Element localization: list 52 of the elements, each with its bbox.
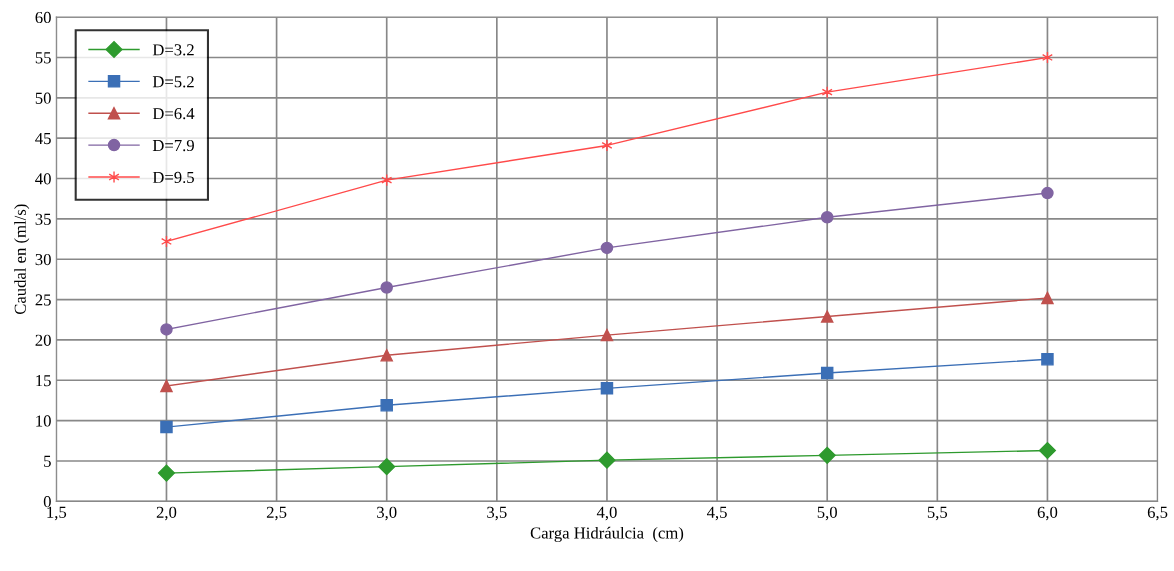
- point: [160, 420, 173, 434]
- point: [380, 399, 393, 412]
- y-tick-label: 50: [35, 92, 51, 104]
- x-axis-title: Carga Hidráulcia (cm): [530, 526, 684, 543]
- x-tick-label: 6,0: [1037, 506, 1058, 521]
- legend-label: D=7.9: [152, 139, 194, 152]
- x-tick-label: 2,5: [266, 506, 287, 521]
- point: [1041, 291, 1054, 305]
- x-tick-label: 6,5: [1147, 506, 1168, 521]
- legend-label: D=5.2: [152, 76, 194, 88]
- x-tick-label: 3,5: [487, 506, 507, 521]
- y-tick-label: 10: [36, 415, 51, 427]
- x-tick-label: 5,0: [817, 506, 837, 521]
- legend-label: D=9.5: [152, 171, 194, 184]
- legend-label: D=3.2: [152, 44, 194, 56]
- x-tick-label: 5,5: [927, 506, 948, 521]
- y-tick-label: 20: [35, 334, 51, 346]
- y-tick-label: 45: [35, 132, 51, 145]
- x-tick-label: 1,5: [47, 506, 67, 521]
- y-tick-label: 35: [35, 213, 51, 225]
- legend-label: D=6.4: [152, 108, 195, 120]
- point: [601, 139, 613, 152]
- y-tick-label: 25: [35, 294, 51, 306]
- y-tick-label: 40: [35, 173, 51, 185]
- point: [378, 458, 396, 476]
- point: [1038, 441, 1056, 460]
- point: [598, 451, 616, 469]
- x-tick-label: 2,0: [156, 506, 177, 521]
- x-tick-label: 4,5: [706, 506, 727, 521]
- x-tick-label: 3,0: [377, 506, 397, 521]
- point: [1041, 353, 1054, 366]
- point: [600, 328, 614, 342]
- point: [160, 379, 173, 393]
- y-tick-label: 15: [36, 375, 51, 387]
- point: [820, 211, 834, 224]
- point: [157, 464, 176, 482]
- y-tick-label: 0: [43, 496, 51, 508]
- x-tick-label: 4,0: [596, 506, 617, 521]
- y-tick-label: 5: [44, 455, 51, 467]
- y-tick-label: 30: [35, 253, 51, 266]
- point: [818, 446, 836, 464]
- y-axis-title: Caudal en (ml/s): [14, 204, 30, 315]
- y-tick-label: 60: [35, 11, 51, 24]
- point: [160, 323, 173, 336]
- point: [380, 281, 393, 294]
- point: [600, 241, 614, 255]
- point: [380, 349, 393, 362]
- y-tick-label: 55: [35, 52, 51, 64]
- point: [820, 310, 834, 323]
- point: [820, 366, 834, 380]
- point: [600, 382, 614, 395]
- point: [1041, 186, 1054, 200]
